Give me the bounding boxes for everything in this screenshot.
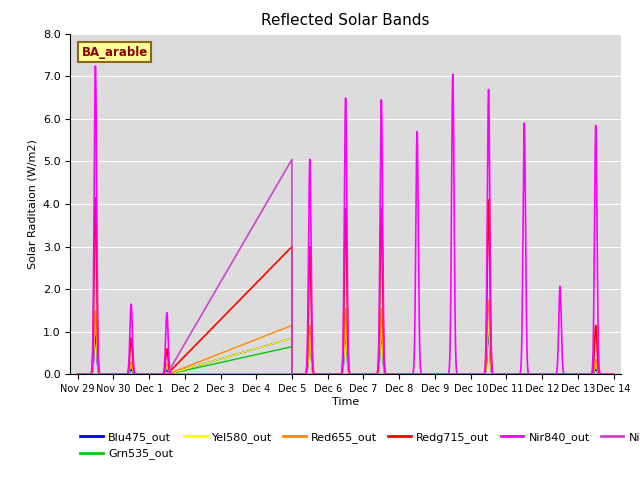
Yel580_out bbox=[528, 372, 536, 377]
Nir840_out bbox=[496, 372, 504, 377]
Red655_out bbox=[184, 363, 191, 369]
Yel580_out bbox=[462, 372, 470, 377]
Line: Nir840_out: Nir840_out bbox=[77, 66, 614, 374]
Blu475_out bbox=[184, 366, 191, 372]
Redg715_out bbox=[496, 372, 504, 377]
Nir840_out bbox=[528, 372, 536, 377]
Red655_out bbox=[604, 372, 612, 377]
Legend: Blu475_out, Grn535_out, Yel580_out, Red655_out, Redg715_out, Nir840_out, Nir945_: Blu475_out, Grn535_out, Yel580_out, Red6… bbox=[76, 428, 640, 464]
Grn535_out bbox=[462, 372, 470, 377]
Blu475_out bbox=[378, 329, 385, 335]
Yel580_out bbox=[415, 372, 422, 377]
Nir840_out bbox=[604, 372, 612, 377]
Redg715_out bbox=[74, 372, 81, 377]
Nir840_out bbox=[415, 234, 422, 240]
Nir945_out bbox=[604, 372, 612, 377]
Blu475_out bbox=[496, 372, 504, 377]
Grn535_out bbox=[610, 372, 618, 377]
Red655_out bbox=[461, 372, 469, 377]
Grn535_out bbox=[426, 372, 433, 377]
Yel580_out bbox=[604, 372, 612, 377]
Redg715_out bbox=[610, 372, 618, 377]
Nir945_out bbox=[528, 372, 536, 377]
Redg715_out bbox=[604, 372, 612, 377]
Blu475_out bbox=[528, 372, 536, 377]
Redg715_out bbox=[462, 372, 470, 377]
Blu475_out bbox=[462, 372, 470, 377]
Line: Blu475_out: Blu475_out bbox=[77, 332, 614, 374]
Red655_out bbox=[74, 372, 81, 377]
Blu475_out bbox=[610, 372, 618, 377]
Grn535_out bbox=[496, 372, 504, 377]
Blu475_out bbox=[604, 372, 612, 377]
Red655_out bbox=[484, 297, 492, 303]
Nir840_out bbox=[610, 372, 618, 377]
Redg715_out bbox=[528, 372, 536, 377]
Line: Red655_out: Red655_out bbox=[77, 300, 614, 374]
Yel580_out bbox=[74, 372, 81, 377]
Yel580_out bbox=[184, 366, 191, 372]
Nir945_out bbox=[74, 372, 81, 377]
Redg715_out bbox=[92, 195, 99, 201]
Yel580_out bbox=[92, 312, 99, 318]
Nir945_out bbox=[610, 372, 618, 377]
Grn535_out bbox=[92, 321, 99, 326]
Line: Nir945_out: Nir945_out bbox=[77, 159, 614, 374]
Text: BA_arable: BA_arable bbox=[81, 46, 148, 59]
Blu475_out bbox=[426, 372, 433, 377]
Redg715_out bbox=[415, 372, 422, 377]
Red655_out bbox=[528, 372, 536, 377]
Redg715_out bbox=[184, 350, 191, 356]
Nir840_out bbox=[462, 372, 470, 377]
Nir840_out bbox=[211, 372, 219, 377]
Grn535_out bbox=[184, 367, 191, 373]
Nir945_out bbox=[461, 372, 469, 377]
Grn535_out bbox=[74, 372, 81, 377]
Nir840_out bbox=[92, 63, 99, 69]
Nir945_out bbox=[415, 372, 422, 377]
Line: Redg715_out: Redg715_out bbox=[77, 198, 614, 374]
X-axis label: Time: Time bbox=[332, 397, 359, 407]
Nir945_out bbox=[496, 372, 504, 377]
Nir840_out bbox=[74, 372, 81, 377]
Redg715_out bbox=[426, 372, 433, 377]
Red655_out bbox=[414, 372, 422, 377]
Red655_out bbox=[496, 372, 504, 377]
Title: Reflected Solar Bands: Reflected Solar Bands bbox=[261, 13, 430, 28]
Blu475_out bbox=[74, 372, 81, 377]
Nir945_out bbox=[288, 156, 296, 162]
Grn535_out bbox=[604, 372, 612, 377]
Yel580_out bbox=[496, 372, 504, 377]
Nir945_out bbox=[184, 336, 191, 342]
Line: Grn535_out: Grn535_out bbox=[77, 324, 614, 374]
Blu475_out bbox=[415, 372, 422, 377]
Grn535_out bbox=[415, 372, 422, 377]
Line: Yel580_out: Yel580_out bbox=[77, 315, 614, 374]
Y-axis label: Solar Raditaion (W/m2): Solar Raditaion (W/m2) bbox=[28, 139, 37, 269]
Yel580_out bbox=[426, 372, 433, 377]
Red655_out bbox=[426, 372, 433, 377]
Grn535_out bbox=[528, 372, 536, 377]
Nir840_out bbox=[184, 372, 191, 377]
Red655_out bbox=[610, 372, 618, 377]
Yel580_out bbox=[610, 372, 618, 377]
